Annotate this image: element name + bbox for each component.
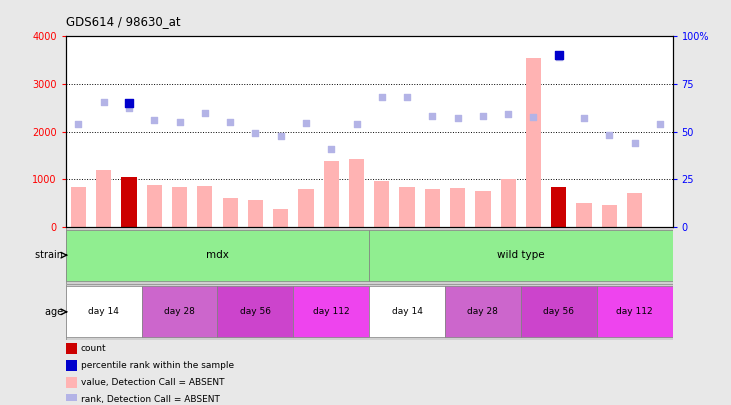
Point <box>578 115 590 122</box>
Bar <box>526 58 541 227</box>
Point <box>98 99 110 105</box>
Point <box>325 146 337 152</box>
Text: day 28: day 28 <box>468 307 499 316</box>
Bar <box>66 230 369 281</box>
Point <box>72 121 84 128</box>
Bar <box>96 170 111 227</box>
Point <box>502 111 514 118</box>
Bar <box>520 286 596 337</box>
Bar <box>349 159 364 227</box>
Bar <box>142 286 218 337</box>
Bar <box>66 377 77 388</box>
Bar <box>66 343 77 354</box>
Bar <box>66 360 77 371</box>
Text: GDS614 / 98630_at: GDS614 / 98630_at <box>66 15 181 28</box>
Text: strain: strain <box>34 250 66 260</box>
Bar <box>66 286 142 337</box>
Bar <box>324 161 338 227</box>
Bar <box>293 286 369 337</box>
Text: day 56: day 56 <box>240 307 271 316</box>
Bar <box>374 181 390 227</box>
Point <box>174 119 186 126</box>
Bar <box>602 205 617 227</box>
Text: percentile rank within the sample: percentile rank within the sample <box>81 361 234 370</box>
Bar <box>66 394 77 405</box>
Point <box>376 94 387 100</box>
Text: wild type: wild type <box>497 250 545 260</box>
Bar <box>147 185 162 227</box>
Bar <box>551 187 567 227</box>
Bar <box>172 187 187 227</box>
Bar <box>577 203 591 227</box>
Bar <box>248 200 263 227</box>
Point <box>477 113 489 119</box>
Bar <box>445 286 521 337</box>
Bar <box>501 179 516 227</box>
Text: age: age <box>45 307 66 317</box>
Point <box>199 109 211 116</box>
Bar <box>121 177 137 227</box>
Text: day 14: day 14 <box>88 307 119 316</box>
Text: count: count <box>81 344 107 353</box>
Bar <box>222 198 238 227</box>
Point <box>604 132 616 138</box>
Point <box>629 139 640 146</box>
Bar <box>596 286 673 337</box>
Point <box>553 52 564 59</box>
Bar <box>450 188 465 227</box>
Text: day 56: day 56 <box>543 307 575 316</box>
Bar <box>298 189 314 227</box>
Text: day 112: day 112 <box>313 307 349 316</box>
Bar <box>218 286 293 337</box>
Point <box>654 121 666 127</box>
Bar <box>71 187 86 227</box>
Text: value, Detection Call = ABSENT: value, Detection Call = ABSENT <box>81 378 224 387</box>
Bar <box>369 286 445 337</box>
Point <box>123 104 135 111</box>
Bar <box>425 189 440 227</box>
Bar <box>475 191 491 227</box>
Text: day 14: day 14 <box>392 307 423 316</box>
Text: day 28: day 28 <box>164 307 195 316</box>
Point <box>553 54 564 61</box>
Point <box>426 113 438 119</box>
Text: day 112: day 112 <box>616 307 653 316</box>
Bar <box>369 230 673 281</box>
Point <box>275 133 287 140</box>
Point <box>148 117 160 123</box>
Point <box>528 114 539 120</box>
Bar <box>273 209 288 227</box>
Bar <box>197 186 213 227</box>
Point <box>401 94 413 100</box>
Point <box>123 100 135 107</box>
Point <box>249 130 261 136</box>
Point <box>452 115 463 122</box>
Text: rank, Detection Call = ABSENT: rank, Detection Call = ABSENT <box>81 395 220 404</box>
Bar <box>627 192 643 227</box>
Text: mdx: mdx <box>206 250 229 260</box>
Point <box>300 119 312 126</box>
Point <box>351 121 363 127</box>
Bar <box>399 187 414 227</box>
Point <box>224 119 236 126</box>
